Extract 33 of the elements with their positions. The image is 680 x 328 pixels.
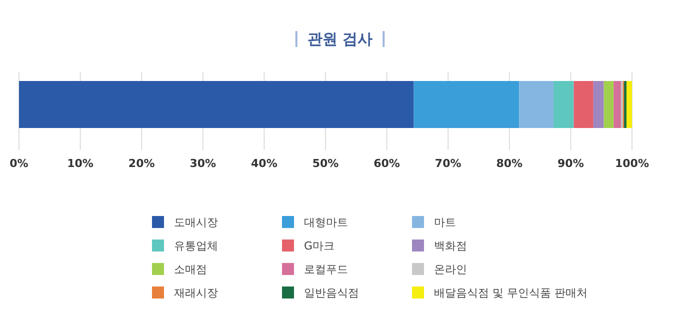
x-tick-label: 80% [496, 157, 523, 170]
bar [614, 81, 621, 128]
x-tick-label: 10% [67, 157, 94, 170]
x-tick-label: 60% [374, 157, 400, 170]
x-tick-label: 30% [190, 157, 216, 170]
legend-label: 일반음식점 [304, 286, 359, 300]
legend-label: 온라인 [434, 263, 467, 276]
legend-label: 백화점 [434, 240, 467, 252]
bar [414, 81, 520, 128]
x-tick-label: 100% [615, 157, 649, 170]
legend-label: 마트 [434, 216, 456, 229]
x-tick-label: 50% [312, 157, 339, 170]
legend-label: 로컬푸드 [304, 263, 348, 276]
x-tick-label: 90% [558, 157, 584, 170]
bar [19, 81, 414, 128]
bar [593, 81, 604, 128]
bar [574, 81, 594, 128]
legend-label: 소매점 [174, 263, 207, 276]
x-tick-label: 70% [434, 157, 462, 170]
x-tick-label: 0% [10, 157, 28, 170]
legend-label: 배달음식점 및 무인식품 판매처 [434, 286, 588, 300]
legend-label: G마크 [304, 240, 335, 252]
bar [519, 81, 554, 128]
chart-title: 관원 검사 [307, 30, 373, 48]
bar [604, 81, 614, 128]
legend-label: 도매시장 [174, 216, 218, 229]
bar [554, 81, 574, 128]
bar [626, 81, 632, 128]
legend-label: 대형마트 [304, 216, 348, 229]
legend-label: 재래시장 [174, 286, 218, 300]
legend-label: 유통업체 [174, 240, 218, 252]
x-tick-label: 20% [128, 157, 155, 170]
x-tick-label: 40% [251, 157, 278, 170]
